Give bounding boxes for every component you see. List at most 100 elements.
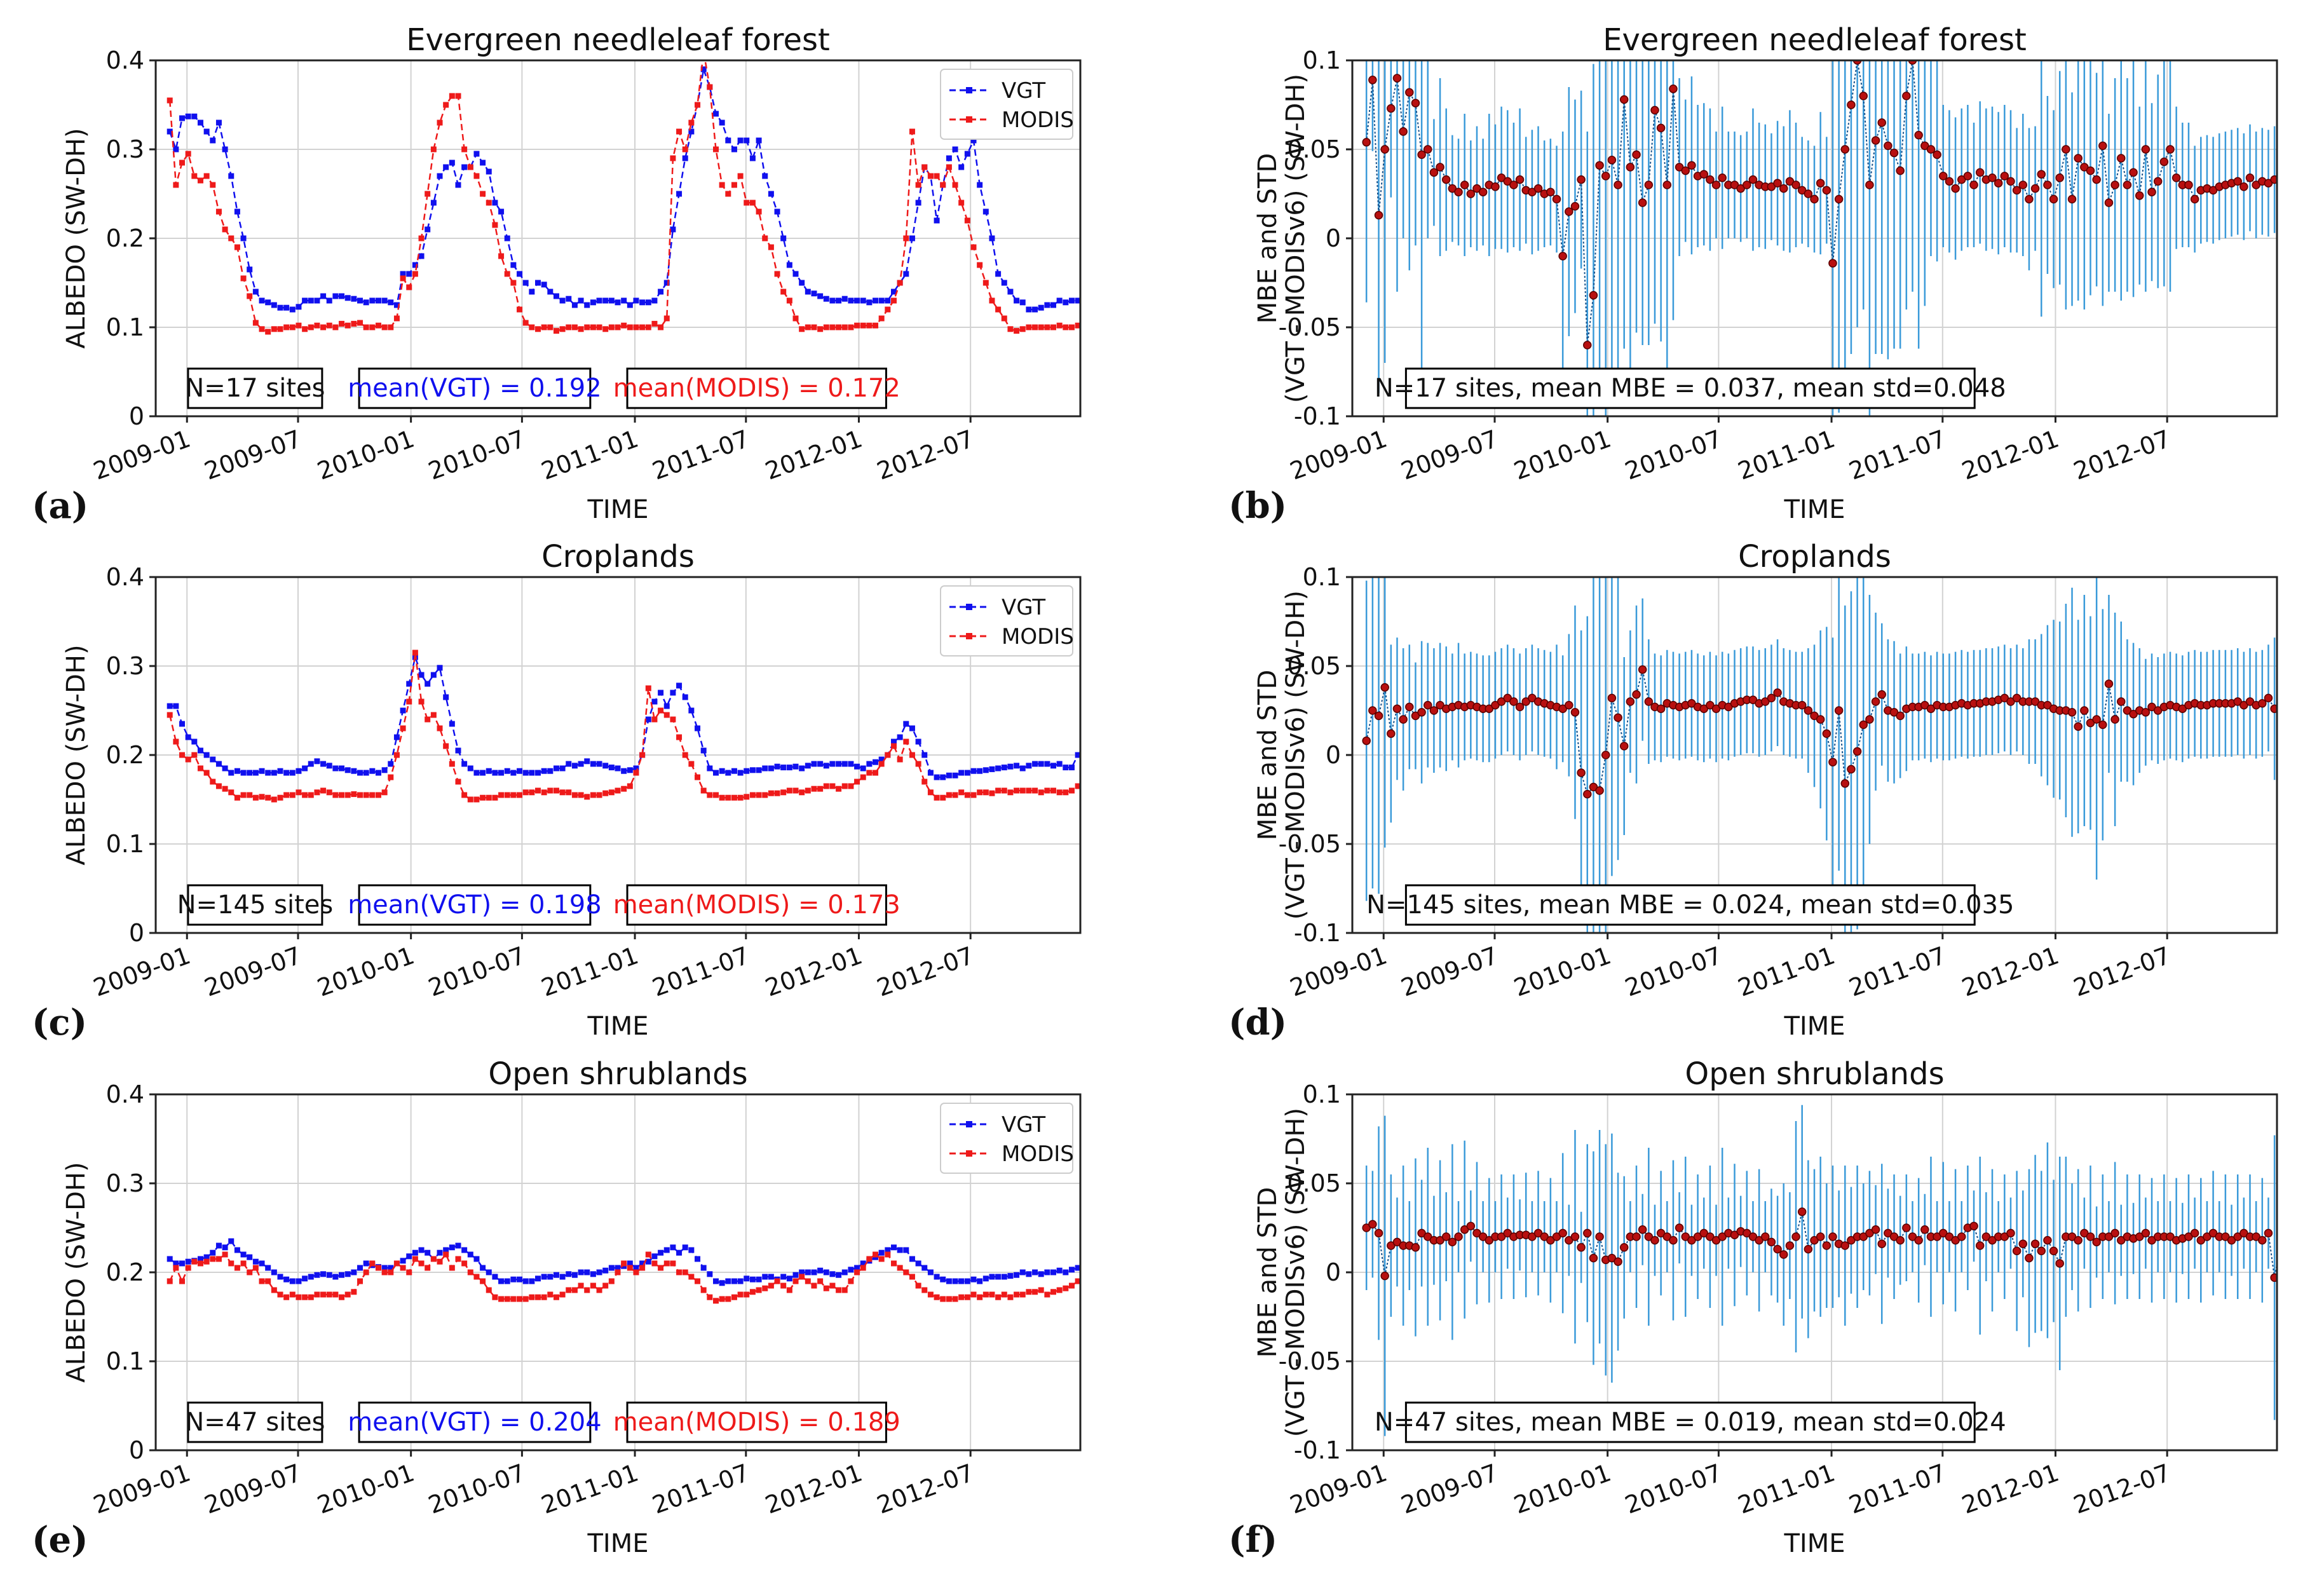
series-point-vgt xyxy=(271,302,277,308)
series-point-modis xyxy=(1038,789,1044,796)
series-point-vgt xyxy=(590,299,596,306)
series-point-modis xyxy=(651,320,658,327)
series-point-vgt xyxy=(412,1249,418,1256)
series-point-vgt xyxy=(430,200,437,206)
mbe-point xyxy=(1638,1225,1647,1234)
series-point-modis xyxy=(197,177,203,184)
y-tick-label: 0 xyxy=(129,402,144,430)
series-point-vgt xyxy=(486,768,492,774)
series-point-vgt xyxy=(1044,1269,1050,1275)
series-point-modis xyxy=(786,297,792,304)
series-point-modis xyxy=(393,1260,400,1267)
series-point-vgt xyxy=(277,304,283,311)
mbe-point xyxy=(1920,1225,1929,1234)
series-point-modis xyxy=(627,1265,633,1271)
series-point-modis xyxy=(473,796,480,803)
series-point-modis xyxy=(529,1294,535,1300)
mbe-point xyxy=(2153,177,2163,186)
mbe-point xyxy=(1589,1253,1598,1263)
mbe-point xyxy=(1626,697,1635,706)
x-tick-label: 2009-01 xyxy=(1286,941,1390,1002)
y-tick-label: -0.05 xyxy=(1279,830,1341,858)
series-point-vgt xyxy=(320,293,327,299)
series-point-vgt xyxy=(1087,298,1093,304)
series-point-modis xyxy=(749,200,756,206)
x-tick-label: 2012-01 xyxy=(1958,941,2062,1002)
series-point-modis xyxy=(388,1269,394,1275)
series-point-modis xyxy=(780,289,787,295)
mbe-point xyxy=(1957,1232,1966,1241)
series-point-modis xyxy=(351,320,357,327)
series-point-modis xyxy=(670,155,676,161)
series-point-vgt xyxy=(400,271,406,277)
series-point-modis xyxy=(860,1265,866,1271)
x-tick-label: 2012-01 xyxy=(761,941,866,1002)
series-point-vgt xyxy=(590,761,596,767)
series-point-modis xyxy=(252,1265,259,1271)
series-point-vgt xyxy=(786,1275,792,1282)
mbe-point xyxy=(1804,1244,1813,1254)
series-point-vgt xyxy=(658,690,664,696)
x-tick-label: 2009-07 xyxy=(1397,941,1502,1002)
mbe-point xyxy=(1914,1235,1923,1245)
series-point-modis xyxy=(970,792,977,798)
series-point-vgt xyxy=(744,768,750,774)
series-point-modis xyxy=(590,324,596,330)
mbe-point xyxy=(1454,1232,1463,1241)
series-point-vgt xyxy=(357,1265,364,1271)
series-point-modis xyxy=(676,1269,683,1275)
mbe-point xyxy=(2141,708,2151,717)
series-point-vgt xyxy=(467,1251,473,1258)
series-point-modis xyxy=(946,164,952,170)
mbe-point xyxy=(1847,765,1856,774)
series-point-vgt xyxy=(210,137,216,144)
series-point-vgt xyxy=(670,226,676,233)
mbe-point xyxy=(1570,708,1580,717)
series-point-vgt xyxy=(215,761,222,767)
mbe-point xyxy=(1583,341,1592,350)
x-tick-label: 2011-07 xyxy=(649,425,753,486)
series-point-vgt xyxy=(836,761,842,767)
series-point-modis xyxy=(1056,789,1063,796)
mbe-point xyxy=(1969,180,1978,189)
series-point-vgt xyxy=(645,1258,651,1265)
series-point-modis xyxy=(344,1291,351,1298)
mbe-point xyxy=(2295,186,2303,194)
series-point-vgt xyxy=(1038,761,1044,767)
series-point-modis xyxy=(357,320,364,326)
series-point-vgt xyxy=(621,768,627,774)
series-point-modis xyxy=(1106,712,1111,718)
series-point-vgt xyxy=(1161,236,1167,241)
series-point-modis xyxy=(707,84,713,90)
series-point-modis xyxy=(897,1265,903,1271)
series-point-vgt xyxy=(344,295,351,301)
series-point-modis xyxy=(191,173,198,179)
y-axis-label: (VGT - MODISv6) (SW-DH) xyxy=(1281,590,1310,920)
mbe-point xyxy=(1871,697,1880,706)
series-point-modis xyxy=(1087,1274,1093,1280)
series-point-vgt xyxy=(357,770,364,776)
series-point-modis xyxy=(817,326,824,332)
mbe-point xyxy=(1834,194,1844,204)
series-point-vgt xyxy=(909,1256,915,1262)
series-point-vgt xyxy=(166,703,173,709)
series-point-vgt xyxy=(707,1271,713,1277)
series-point-vgt xyxy=(584,1269,590,1275)
series-point-vgt xyxy=(695,1256,701,1262)
series-point-modis xyxy=(1007,326,1014,332)
series-point-modis xyxy=(866,770,873,776)
series-point-vgt xyxy=(203,1254,210,1260)
series-point-modis xyxy=(688,119,695,126)
mbe-point xyxy=(1362,138,1371,147)
series-point-modis xyxy=(449,93,455,99)
series-point-vgt xyxy=(1050,302,1057,308)
legend-label-vgt: VGT xyxy=(1002,78,1045,104)
mbe-point xyxy=(1607,693,1617,703)
series-point-vgt xyxy=(700,747,707,754)
series-point-vgt xyxy=(473,1256,480,1262)
mbe-point xyxy=(2074,154,2083,163)
series-point-vgt xyxy=(363,770,369,776)
series-point-vgt xyxy=(1026,1271,1032,1277)
series-point-modis xyxy=(958,200,965,206)
series-point-vgt xyxy=(688,1247,695,1253)
